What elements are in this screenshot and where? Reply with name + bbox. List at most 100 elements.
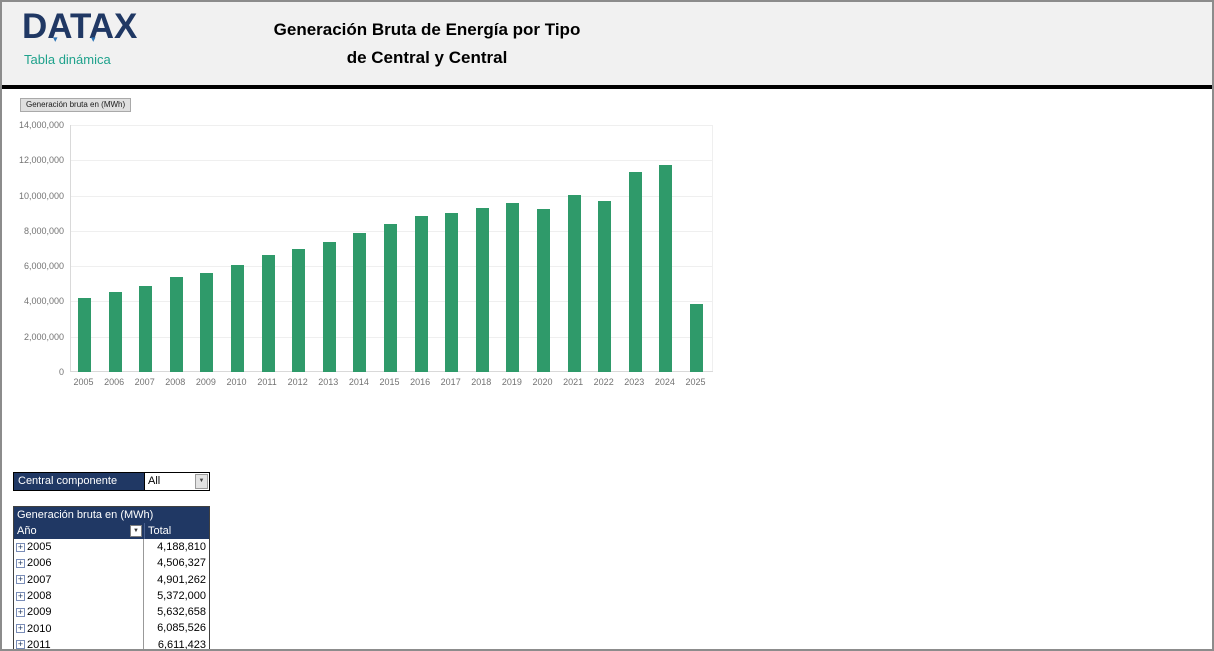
- bar-2009[interactable]: [200, 273, 214, 372]
- x-tick-label: 2008: [165, 377, 186, 387]
- year-label: 2006: [27, 557, 52, 570]
- total-value: 6,611,423: [157, 638, 206, 651]
- x-tick-label: 2013: [318, 377, 339, 387]
- y-tick-label: 10,000,000: [18, 190, 64, 201]
- pivot-year-cell: +2009: [14, 604, 144, 621]
- chart-field-button[interactable]: Generación bruta en (MWh): [20, 98, 132, 112]
- x-tick-label: 2007: [134, 377, 155, 387]
- x-tick-label: 2016: [410, 377, 431, 387]
- bar-2021[interactable]: [567, 195, 581, 372]
- x-tick-label: 2019: [501, 377, 522, 387]
- pivot-title-row: Generación bruta en (MWh): [14, 507, 209, 523]
- y-tick-label: 6,000,000: [23, 261, 64, 272]
- pivot-year-cell: +2011: [14, 636, 144, 651]
- bar-2025[interactable]: [690, 304, 703, 372]
- x-tick-label: 2011: [257, 377, 277, 387]
- total-value: 5,372,000: [157, 589, 206, 602]
- logo-datax: DATAX: [22, 7, 138, 46]
- expand-button[interactable]: +: [16, 590, 25, 601]
- year-label: 2007: [27, 573, 52, 586]
- total-value: 4,901,262: [157, 573, 206, 586]
- x-tick-label: 2022: [593, 377, 614, 387]
- bar-2012[interactable]: [292, 249, 306, 372]
- table-row: +2005 4,188,810: [14, 539, 209, 556]
- gridline: [71, 160, 713, 161]
- total-value: 4,506,327: [157, 557, 206, 570]
- table-row: +2009 5,632,658: [14, 604, 209, 621]
- bar-2015[interactable]: [384, 224, 397, 372]
- logo-accent-icon: ▾: [91, 34, 96, 44]
- bar-2019[interactable]: [506, 203, 520, 372]
- x-tick-label: 2025: [685, 377, 706, 387]
- expand-button[interactable]: +: [16, 557, 25, 568]
- bar-2023[interactable]: [628, 172, 642, 372]
- table-row: +2011 6,611,423: [14, 636, 209, 651]
- pivot-year-cell: +2008: [14, 587, 144, 605]
- pivot-row-header-cell: Año ▼: [14, 523, 144, 539]
- bar-2007[interactable]: [139, 286, 153, 372]
- bar-2024[interactable]: [659, 165, 673, 372]
- bar-2013[interactable]: [322, 242, 336, 372]
- x-tick-label: 2010: [226, 377, 247, 387]
- table-row: +2007 4,901,262: [14, 571, 209, 588]
- bar-2016[interactable]: [414, 216, 428, 372]
- plot-area: [70, 125, 713, 372]
- x-tick-label: 2015: [379, 377, 400, 387]
- year-label: 2011: [27, 638, 51, 651]
- gridline: [71, 196, 713, 197]
- bar-2022[interactable]: [598, 201, 612, 372]
- y-tick-label: 4,000,000: [23, 296, 64, 307]
- bar-2005[interactable]: [78, 298, 91, 372]
- logo-block: DATAX ▾ ▾ Tabla dinámica: [22, 8, 222, 78]
- expand-button[interactable]: +: [16, 541, 25, 552]
- year-label: 2010: [27, 622, 52, 635]
- bar-2008[interactable]: [169, 277, 183, 372]
- table-row: +2010 6,085,526: [14, 620, 209, 637]
- expand-button[interactable]: +: [16, 639, 25, 650]
- dropdown-arrow-icon[interactable]: ▼: [195, 474, 208, 489]
- x-tick-label: 2005: [73, 377, 94, 387]
- page-title: Generación Bruta de Energía por Tipo de …: [252, 16, 602, 72]
- pivot-rows: +2005 4,188,810 +2006 4,506,327 +2007 4,901,2…: [14, 539, 209, 651]
- y-tick-label: 2,000,000: [23, 331, 64, 342]
- total-value: 6,085,526: [157, 622, 206, 635]
- x-tick-label: 2024: [654, 377, 675, 387]
- logo-accent-icon: ▾: [53, 34, 58, 44]
- bar-2006[interactable]: [108, 292, 122, 372]
- pivot-table: Generación bruta en (MWh) Año ▼ Total +2…: [13, 506, 210, 651]
- table-row: +2006 4,506,327: [14, 555, 209, 572]
- y-tick-label: 0: [58, 367, 64, 377]
- pivot-year-cell: +2007: [14, 571, 144, 588]
- pivot-value-header: Total: [144, 523, 209, 539]
- bar-2020[interactable]: [537, 209, 550, 372]
- header-divider: [2, 85, 1212, 89]
- bar-2018[interactable]: [475, 208, 489, 372]
- x-tick-label: 2020: [532, 377, 553, 387]
- year-label: 2008: [27, 590, 52, 603]
- pivot-year-cell: +2005: [14, 539, 144, 556]
- y-tick-label: 12,000,000: [18, 155, 64, 166]
- expand-button[interactable]: +: [16, 606, 25, 617]
- bar-2010[interactable]: [231, 265, 244, 372]
- x-axis: 2005 2006 2007 2008 2009 2010 2011 2012 2013 2014…: [70, 377, 712, 389]
- pivot-row-header: Año: [17, 525, 37, 537]
- page-title-line2: de Central y Central: [346, 48, 508, 67]
- expand-button[interactable]: +: [16, 623, 25, 634]
- x-tick-label: 2006: [104, 377, 125, 387]
- row-filter-button[interactable]: ▼: [130, 525, 142, 537]
- pivot-title: Generación bruta en (MWh): [17, 509, 154, 521]
- year-label: 2009: [27, 606, 52, 619]
- page-title-line1: Generación Bruta de Energía por Tipo: [273, 20, 581, 39]
- year-label: 2005: [27, 541, 52, 554]
- expand-button[interactable]: +: [16, 574, 25, 585]
- x-tick-label: 2018: [471, 377, 492, 387]
- filter-value-dropdown[interactable]: All ▼: [144, 473, 209, 490]
- filter-value-text: All: [148, 475, 161, 487]
- total-value: 4,188,810: [157, 541, 206, 553]
- y-axis: 0 2,000,000 4,000,000 6,000,000 8,000,000 10,…: [8, 120, 64, 377]
- bar-2017[interactable]: [445, 213, 459, 372]
- plot-right-edge: [712, 125, 713, 372]
- bar-2014[interactable]: [353, 233, 367, 372]
- bar-2011[interactable]: [261, 255, 275, 372]
